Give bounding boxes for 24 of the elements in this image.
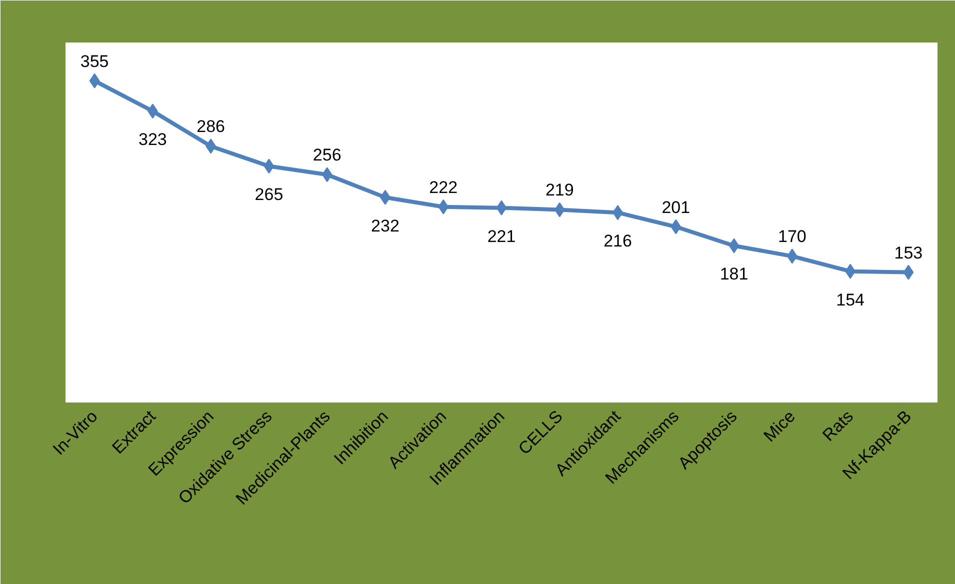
data-label: 153 [894, 243, 923, 262]
data-label: 256 [312, 146, 342, 165]
point [89, 73, 100, 88]
data-label: 232 [371, 216, 400, 236]
data-label: 154 [836, 290, 864, 310]
data-label: 222 [429, 178, 458, 197]
point [554, 202, 565, 218]
data-label: 219 [545, 180, 574, 200]
data-label: 181 [720, 264, 748, 284]
data-label: 355 [80, 52, 109, 71]
data-label: 170 [778, 227, 806, 246]
data-label: 221 [487, 226, 516, 246]
data-label: 265 [254, 185, 284, 204]
data-label: 216 [604, 232, 632, 251]
point [496, 200, 507, 216]
point [728, 238, 740, 254]
data-label: 201 [662, 198, 690, 217]
point [322, 167, 332, 182]
point [438, 199, 449, 214]
point [903, 264, 914, 280]
point [264, 158, 274, 174]
data-label: 286 [196, 117, 226, 136]
point [670, 219, 682, 234]
data-label: 323 [138, 130, 167, 150]
